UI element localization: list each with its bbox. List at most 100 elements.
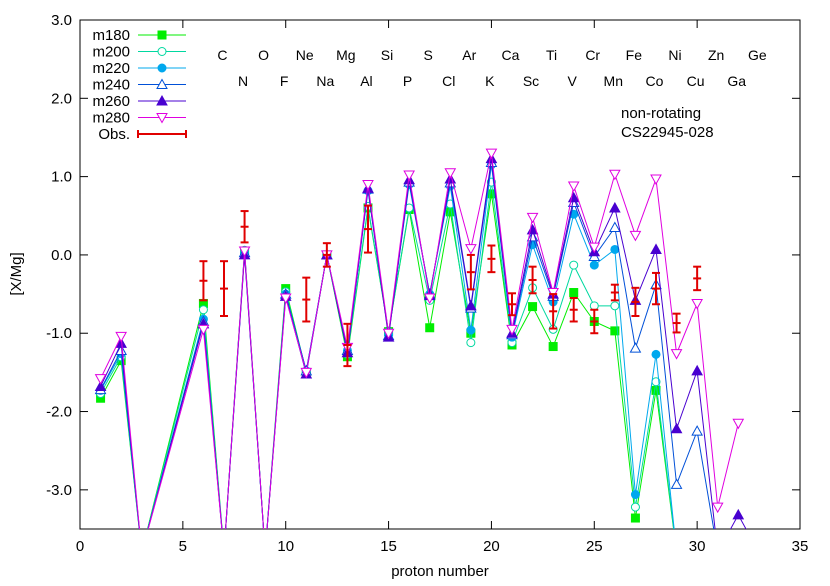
data-point-m240	[115, 344, 127, 355]
y-tick-label: 0.0	[51, 247, 72, 264]
data-point-m180	[425, 323, 435, 333]
element-label: Mn	[604, 73, 623, 89]
data-point-m260	[732, 508, 745, 520]
y-axis-label: [X/Mg]	[8, 252, 25, 295]
plot-frame	[79, 19, 801, 530]
annotation-star: CS22945-028	[621, 124, 714, 141]
data-point-m280	[423, 293, 436, 305]
legend-label: m260	[92, 93, 130, 110]
data-point-m280	[115, 331, 127, 343]
element-label: K	[485, 73, 495, 89]
legend-marker-m200	[157, 47, 167, 56]
x-tick-label: 5	[179, 538, 187, 555]
data-point-m200	[198, 305, 208, 315]
data-point-m280	[732, 418, 745, 430]
x-tick-label: 25	[586, 538, 603, 555]
data-point-m280	[629, 230, 642, 242]
data-point-m260	[94, 380, 107, 391]
element-label: Ga	[727, 73, 746, 89]
element-label: Ge	[748, 47, 767, 63]
y-tick-label: 2.0	[51, 90, 72, 107]
y-tick-label: -2.0	[46, 404, 72, 421]
element-label: P	[403, 73, 412, 89]
data-point-m220	[589, 260, 599, 270]
element-label: Co	[645, 73, 663, 89]
data-point-m280	[547, 288, 559, 299]
data-point-m260	[670, 422, 683, 434]
data-point-m280	[403, 170, 415, 182]
data-point-m220	[630, 490, 640, 500]
legend-marker-m260	[156, 94, 168, 106]
element-label: Na	[316, 73, 334, 89]
data-point-m200	[466, 338, 476, 348]
data-point-m240	[670, 478, 683, 489]
legend-label: m240	[92, 77, 130, 94]
data-point-m280	[382, 328, 395, 340]
data-point-m280	[485, 148, 498, 160]
data-point-m200	[610, 301, 620, 311]
element-label: Cr	[585, 47, 600, 63]
data-point-m280	[691, 298, 703, 310]
legend-marker-m240	[156, 78, 168, 89]
y-tick-label: 1.0	[51, 169, 72, 186]
data-point-m280	[300, 367, 313, 379]
data-point-m280	[506, 324, 518, 336]
element-label: N	[238, 73, 248, 89]
element-label: O	[258, 47, 269, 63]
element-label: Zn	[708, 47, 724, 63]
data-point-m200	[589, 301, 599, 311]
x-tick-label: 15	[380, 538, 397, 555]
data-point-m240	[691, 425, 703, 436]
element-label: Ti	[546, 47, 557, 63]
element-label: Ca	[501, 47, 519, 63]
data-point-m280	[279, 293, 292, 305]
data-point-m280	[526, 212, 539, 224]
legend-label: m220	[92, 60, 130, 77]
data-point-m220	[651, 349, 661, 359]
data-point-m260	[609, 201, 621, 213]
data-point-m280	[650, 174, 662, 185]
series-line-m280	[100, 153, 739, 529]
element-label: Ne	[296, 47, 314, 63]
element-label: Mg	[336, 47, 355, 63]
data-point-m180	[651, 385, 661, 395]
x-tick-label: 35	[792, 538, 809, 555]
element-label: Al	[360, 73, 372, 89]
x-tick-label: 10	[277, 538, 294, 555]
x-axis-label: proton number	[391, 563, 489, 580]
data-point-m280	[567, 181, 580, 193]
legend-marker-m280	[156, 113, 168, 124]
data-point-m240	[629, 342, 642, 353]
legend-label: Obs.	[98, 126, 130, 143]
element-label: Cu	[687, 73, 705, 89]
element-label: Sc	[523, 73, 539, 89]
element-label: Si	[381, 47, 393, 63]
x-tick-label: 20	[483, 538, 500, 555]
legend-label: m180	[92, 27, 130, 44]
element-label: S	[423, 47, 432, 63]
data-point-m220	[466, 325, 476, 335]
data-point-m200	[630, 502, 640, 512]
data-point-m180	[610, 326, 620, 336]
data-point-m200	[569, 260, 579, 270]
element-label: V	[567, 73, 577, 89]
data-point-m280	[238, 246, 251, 258]
data-point-m280	[465, 244, 477, 255]
x-tick-label: 0	[76, 538, 84, 555]
element-label: Fe	[626, 47, 643, 63]
data-point-m280	[362, 179, 374, 191]
data-point-m280	[444, 168, 457, 179]
data-point-m260	[691, 364, 703, 376]
data-point-m240	[609, 221, 621, 233]
y-tick-label: -1.0	[46, 325, 72, 342]
data-point-m280	[670, 349, 683, 360]
data-point-m260	[115, 337, 127, 348]
data-point-m280	[197, 324, 210, 336]
data-point-m260	[465, 299, 477, 311]
data-point-m180	[548, 342, 558, 352]
y-tick-label: 3.0	[51, 12, 72, 29]
element-label: Ni	[668, 47, 681, 63]
data-point-m180	[630, 513, 640, 523]
element-label: Cl	[442, 73, 455, 89]
